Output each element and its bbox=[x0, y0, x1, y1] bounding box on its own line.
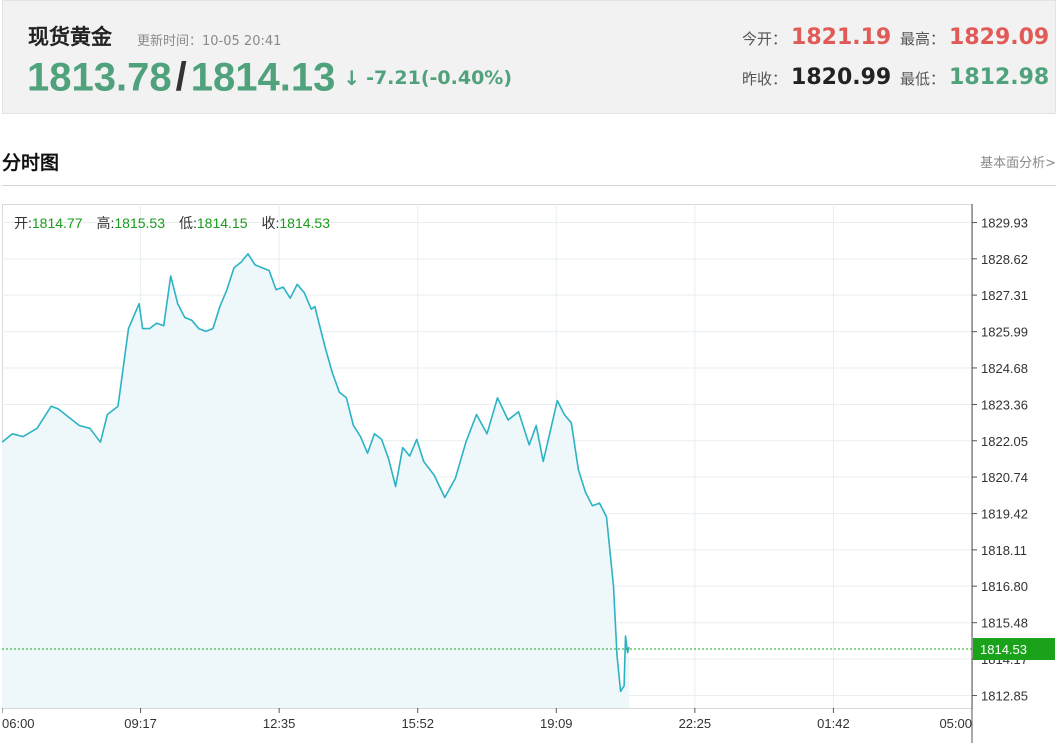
price-line bbox=[1, 253, 630, 693]
y-tick-label: 1818.11 bbox=[981, 543, 1027, 558]
prev-close-value: 1820.99 bbox=[791, 65, 892, 90]
x-tick-label: 15:52 bbox=[401, 716, 434, 731]
update-time-value: 10-05 20:41 bbox=[202, 34, 282, 49]
bid-price: 1813.78 bbox=[27, 55, 172, 100]
high-value: 1829.09 bbox=[949, 25, 1050, 50]
intraday-chart: 1829.93 1828.62 1827.31 1825.99 1824.68 1823.… bbox=[1, 204, 1056, 743]
ohlc-low-value: 1814.15 bbox=[197, 215, 248, 231]
ohlc-open-value: 1814.77 bbox=[32, 215, 83, 231]
y-axis: 1829.93 1828.62 1827.31 1825.99 1824.68 1823.… bbox=[971, 204, 1055, 743]
open-stat: 今开： 1821.19 bbox=[742, 25, 891, 50]
open-value: 1821.19 bbox=[791, 25, 892, 50]
y-tick-label: 1812.85 bbox=[981, 689, 1028, 704]
high-label: 最高： bbox=[900, 30, 946, 48]
price-separator: / bbox=[175, 55, 187, 99]
price-change: -7.21(-0.40%) bbox=[366, 66, 513, 89]
ohlc-readout: 开:1814.77 高:1815.53 低:1814.15 收:1814.53 bbox=[14, 215, 330, 231]
ohlc-readout-line: 开:1814.77 高:1815.53 低:1814.15 收:1814.53 bbox=[14, 215, 330, 231]
x-tick-label: 22:25 bbox=[679, 716, 712, 731]
section-divider bbox=[2, 185, 1056, 186]
y-tick-label: 1828.62 bbox=[981, 252, 1028, 267]
price-area bbox=[1, 253, 972, 709]
x-tick-label: 06:00 bbox=[2, 716, 35, 731]
y-tick-label: 1824.68 bbox=[981, 361, 1028, 376]
y-tick-label: 1815.48 bbox=[981, 616, 1028, 631]
section-title: 分时图 bbox=[2, 152, 60, 174]
ohlc-high-value: 1815.53 bbox=[114, 215, 165, 231]
y-tick-label: 1825.99 bbox=[981, 325, 1028, 340]
current-price-label: 1814.53 bbox=[980, 642, 1027, 657]
low-label: 最低： bbox=[900, 70, 946, 88]
quote-header: 现货黄金 更新时间：10-05 20:41 1813.78/1814.13 ↓ -7… bbox=[2, 0, 1056, 114]
x-tick-label: 19:09 bbox=[540, 716, 573, 731]
fundamental-analysis-link[interactable]: 基本面分析> bbox=[980, 156, 1056, 171]
low-stat: 最低： 1812.98 bbox=[900, 65, 1049, 90]
ohlc-close-label: 收: bbox=[262, 215, 280, 231]
instrument-name: 现货黄金 bbox=[28, 25, 112, 49]
prev-close-label: 昨收： bbox=[742, 70, 788, 88]
ohlc-open-label: 开: bbox=[14, 215, 32, 231]
update-time-label: 更新时间： bbox=[137, 34, 203, 49]
chart-svg: 1829.93 1828.62 1827.31 1825.99 1824.68 1823.… bbox=[1, 204, 1055, 743]
x-axis: 06:00 09:17 12:35 15:52 19:09 22:25 01:42 05:00 bbox=[1, 708, 973, 731]
x-tick-label: 01:42 bbox=[817, 716, 850, 731]
x-tick-label: 05:00 bbox=[939, 716, 972, 731]
ohlc-low-label: 低: bbox=[179, 215, 197, 231]
down-arrow-icon: ↓ bbox=[343, 65, 361, 90]
high-stat: 最高： 1829.09 bbox=[900, 25, 1049, 50]
ohlc-high-label: 高: bbox=[97, 215, 115, 231]
x-tick-label: 09:17 bbox=[124, 716, 157, 731]
prev-close-stat: 昨收： 1820.99 bbox=[742, 65, 891, 90]
x-tick-label: 12:35 bbox=[263, 716, 296, 731]
y-tick-label: 1823.36 bbox=[981, 397, 1028, 412]
price-area-fill bbox=[2, 253, 629, 709]
y-tick-label: 1816.80 bbox=[981, 579, 1028, 594]
y-tick-label: 1819.42 bbox=[981, 507, 1028, 522]
y-tick-label: 1827.31 bbox=[981, 288, 1028, 303]
open-label: 今开： bbox=[742, 30, 788, 48]
ask-price: 1814.13 bbox=[190, 55, 336, 100]
current-price-badge bbox=[973, 638, 1055, 661]
ohlc-close-value: 1814.53 bbox=[279, 215, 330, 231]
price-line: 1813.78/1814.13 ↓ -7.21(-0.40%) bbox=[27, 55, 513, 100]
y-tick-label: 1822.05 bbox=[981, 434, 1028, 449]
y-tick-label: 1820.74 bbox=[981, 470, 1028, 485]
low-value: 1812.98 bbox=[949, 65, 1050, 90]
y-tick-label: 1829.93 bbox=[981, 216, 1028, 231]
update-time: 更新时间：10-05 20:41 bbox=[137, 30, 281, 49]
